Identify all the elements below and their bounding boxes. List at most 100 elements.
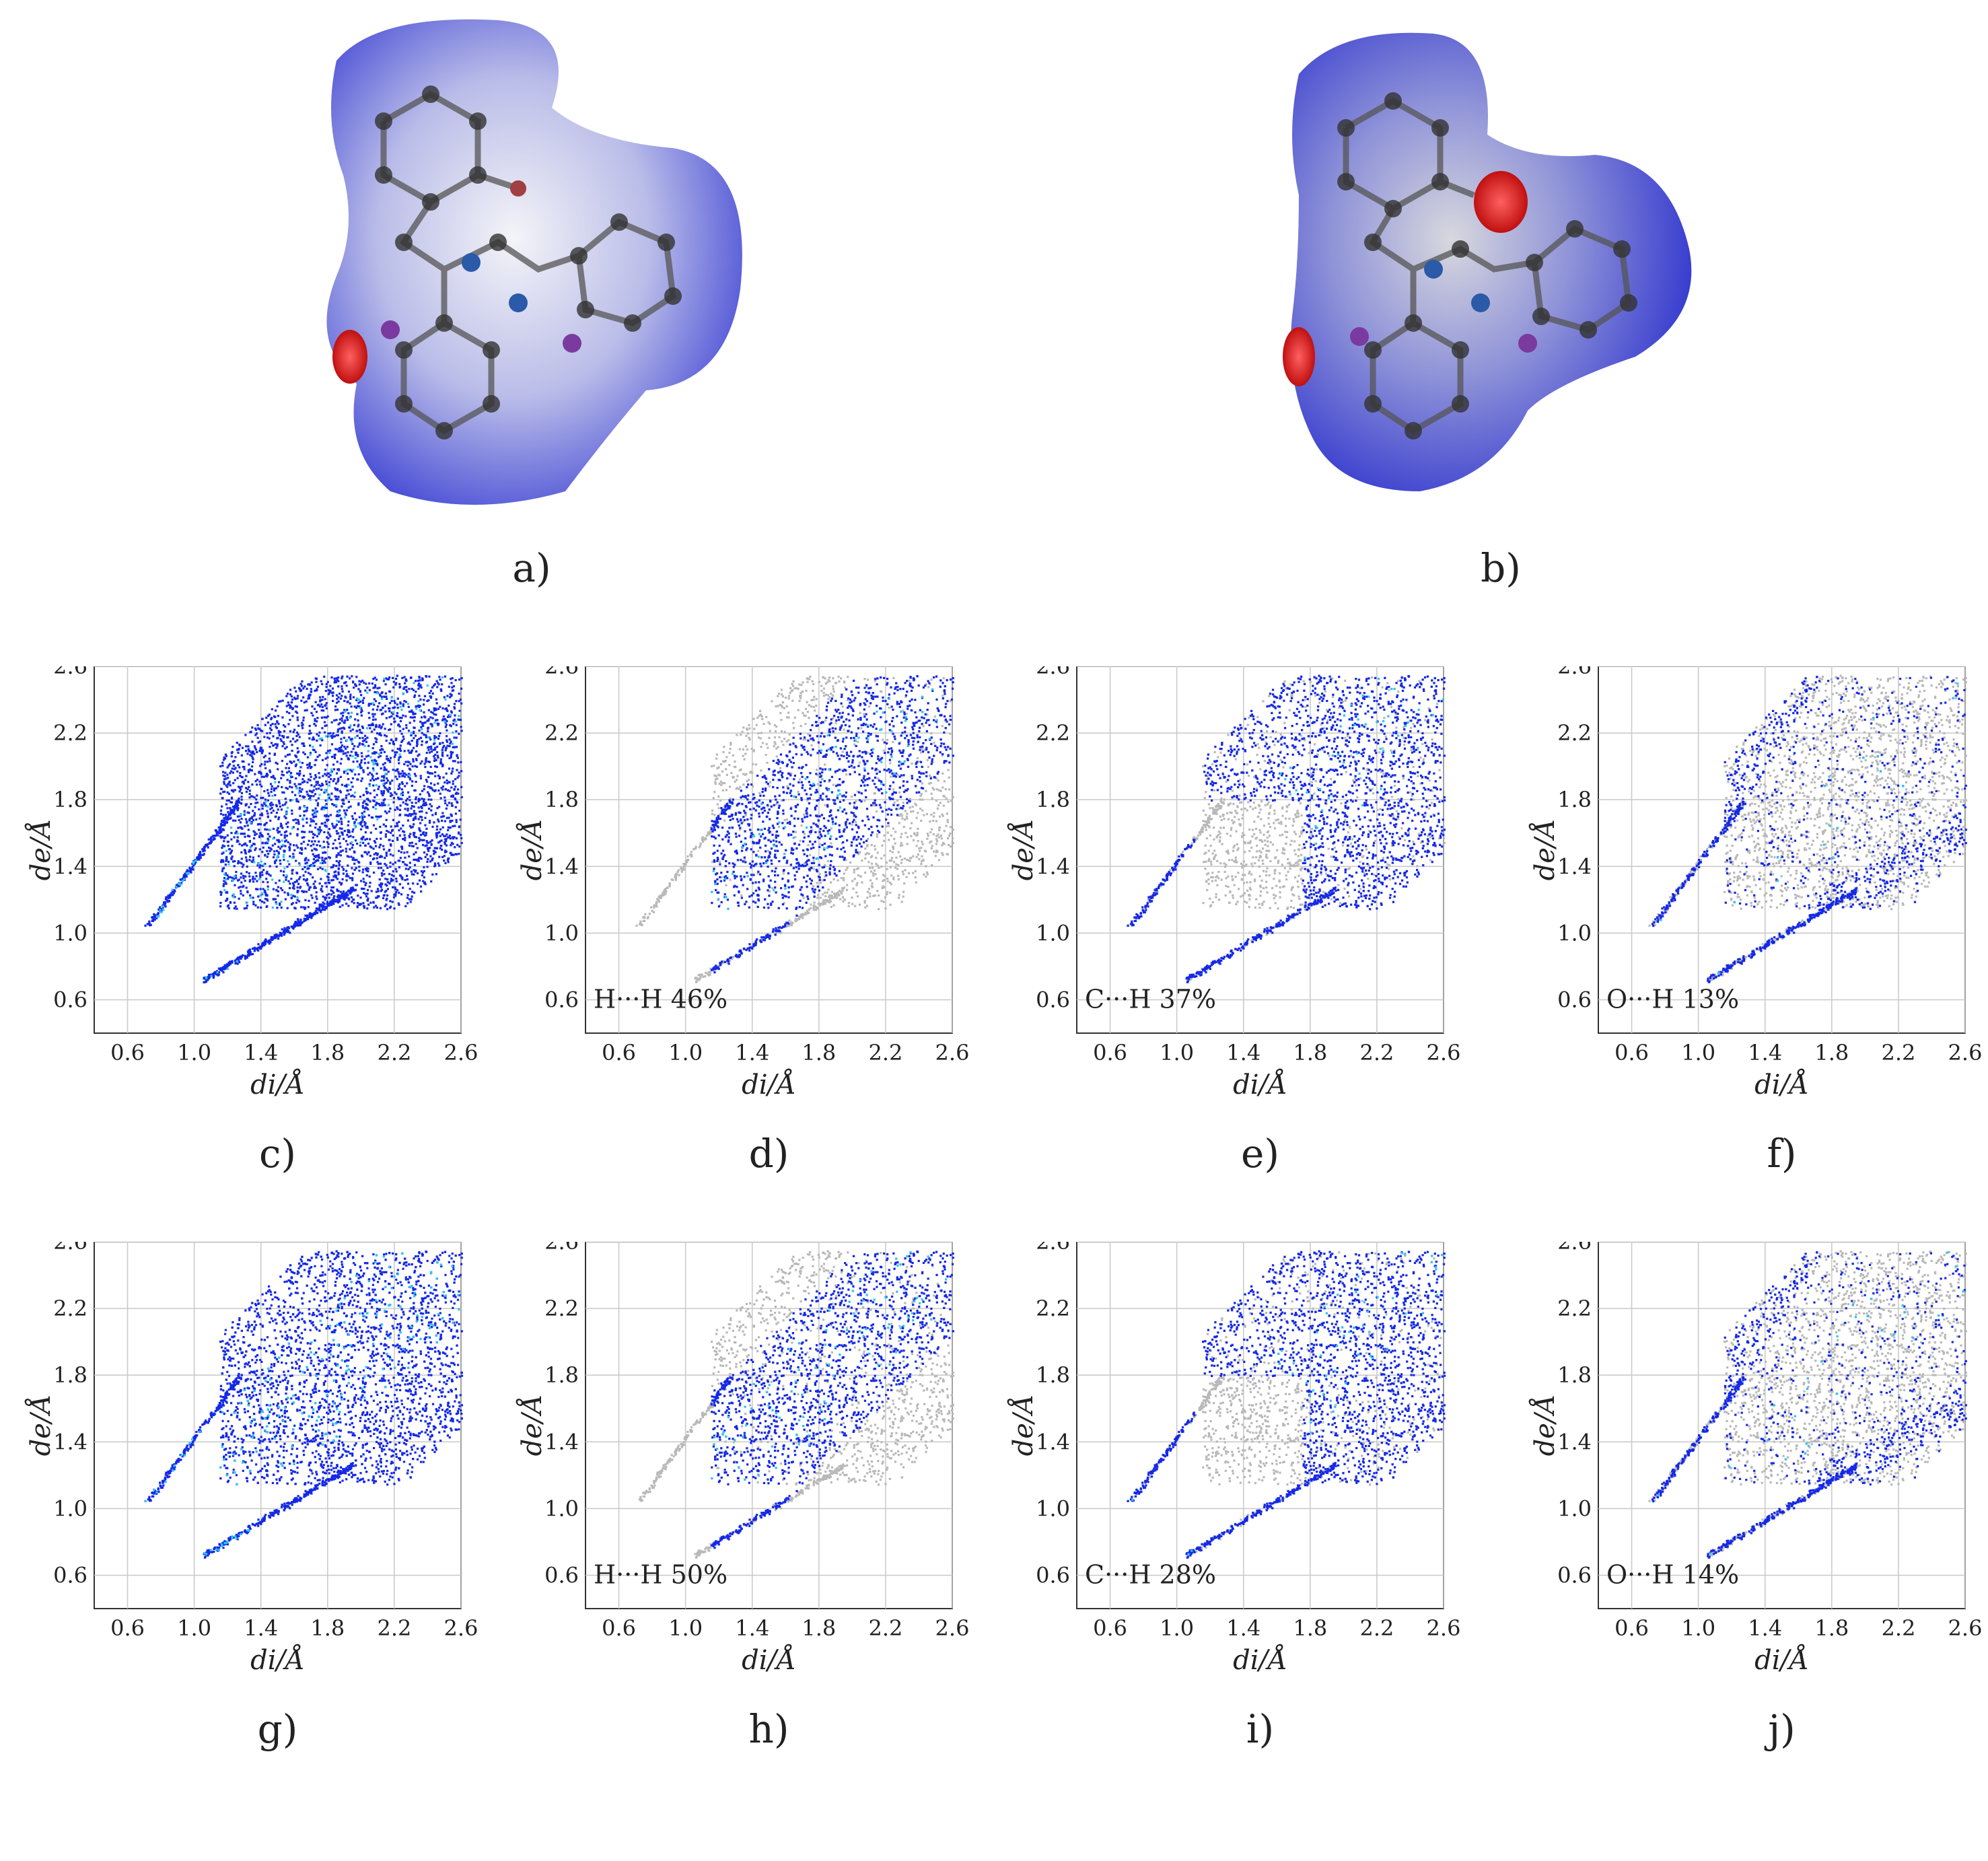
data-point <box>259 848 261 850</box>
data-point <box>347 864 349 866</box>
data-point <box>315 788 317 790</box>
data-point <box>265 717 267 719</box>
data-point <box>274 794 276 796</box>
data-point <box>385 890 387 892</box>
data-point <box>409 799 411 801</box>
data-point <box>400 741 402 743</box>
data-point <box>278 732 280 734</box>
data-point <box>424 766 426 768</box>
data-point <box>376 678 378 680</box>
data-point <box>271 807 273 809</box>
data-point <box>386 894 388 897</box>
data-point <box>461 796 463 798</box>
data-point <box>277 768 279 770</box>
data-point <box>313 913 315 915</box>
data-point <box>229 962 232 964</box>
data-point <box>259 740 261 742</box>
data-point <box>390 853 392 855</box>
data-point <box>353 863 355 865</box>
data-point <box>286 835 288 837</box>
data-point <box>341 688 343 690</box>
data-point <box>396 839 398 841</box>
data-point <box>450 773 452 775</box>
data-point <box>272 837 274 839</box>
data-point <box>336 860 338 862</box>
data-point <box>315 681 317 683</box>
data-point <box>287 754 289 756</box>
data-point <box>401 876 403 878</box>
data-point <box>312 843 314 845</box>
data-point <box>232 746 234 748</box>
data-point <box>341 828 343 830</box>
data-point <box>365 851 367 853</box>
data-point <box>333 895 335 897</box>
data-point <box>400 720 402 722</box>
data-point <box>420 726 422 728</box>
data-point <box>253 752 255 754</box>
data-point <box>239 772 241 774</box>
data-point <box>889 850 891 852</box>
data-point <box>392 840 394 842</box>
data-point <box>429 738 431 740</box>
data-point <box>378 846 380 848</box>
data-point <box>348 898 350 900</box>
data-point <box>318 854 320 856</box>
data-point <box>409 796 411 798</box>
data-point <box>306 791 308 793</box>
data-point <box>317 781 319 783</box>
data-point <box>325 752 327 754</box>
data-point <box>315 812 317 814</box>
data-point <box>444 800 446 802</box>
data-point <box>272 744 274 746</box>
data-point <box>270 791 272 793</box>
data-point <box>275 743 277 745</box>
data-point <box>413 732 415 734</box>
data-point <box>267 761 269 763</box>
data-point <box>372 784 374 786</box>
data-point <box>295 785 297 787</box>
data-point <box>316 844 318 846</box>
data-point <box>287 860 289 862</box>
data-point <box>269 803 271 805</box>
data-point <box>367 773 369 775</box>
data-point <box>237 827 239 829</box>
data-point <box>297 828 299 830</box>
data-point <box>267 789 269 791</box>
data-point <box>269 737 271 739</box>
data-point <box>418 695 420 697</box>
data-point <box>168 900 170 902</box>
data-point <box>261 776 263 778</box>
data-point <box>255 818 257 820</box>
data-point <box>277 894 279 897</box>
x-tick-label: 0.6 <box>602 1040 636 1065</box>
data-point <box>274 862 276 864</box>
data-point <box>800 697 802 699</box>
data-point <box>424 716 426 718</box>
data-point <box>386 830 388 832</box>
data-point <box>266 822 268 824</box>
data-point <box>786 705 788 707</box>
data-point <box>367 889 369 891</box>
data-point <box>320 680 322 682</box>
data-point <box>244 849 246 851</box>
data-point <box>347 829 349 831</box>
data-point <box>428 795 430 797</box>
data-point <box>386 777 388 779</box>
data-point <box>385 833 387 835</box>
data-point <box>357 719 359 722</box>
data-point <box>870 870 872 872</box>
data-point <box>286 705 288 707</box>
data-point <box>336 878 339 880</box>
data-point <box>386 698 388 700</box>
hirshfeld-surface-a <box>296 7 767 525</box>
data-point <box>283 927 285 929</box>
data-point <box>227 783 229 785</box>
data-point <box>452 732 454 734</box>
data-point <box>248 786 250 788</box>
data-point <box>219 902 221 904</box>
data-point <box>303 841 305 843</box>
data-point <box>247 788 249 790</box>
data-point <box>396 703 398 705</box>
data-point <box>452 743 454 745</box>
data-point <box>950 800 952 802</box>
